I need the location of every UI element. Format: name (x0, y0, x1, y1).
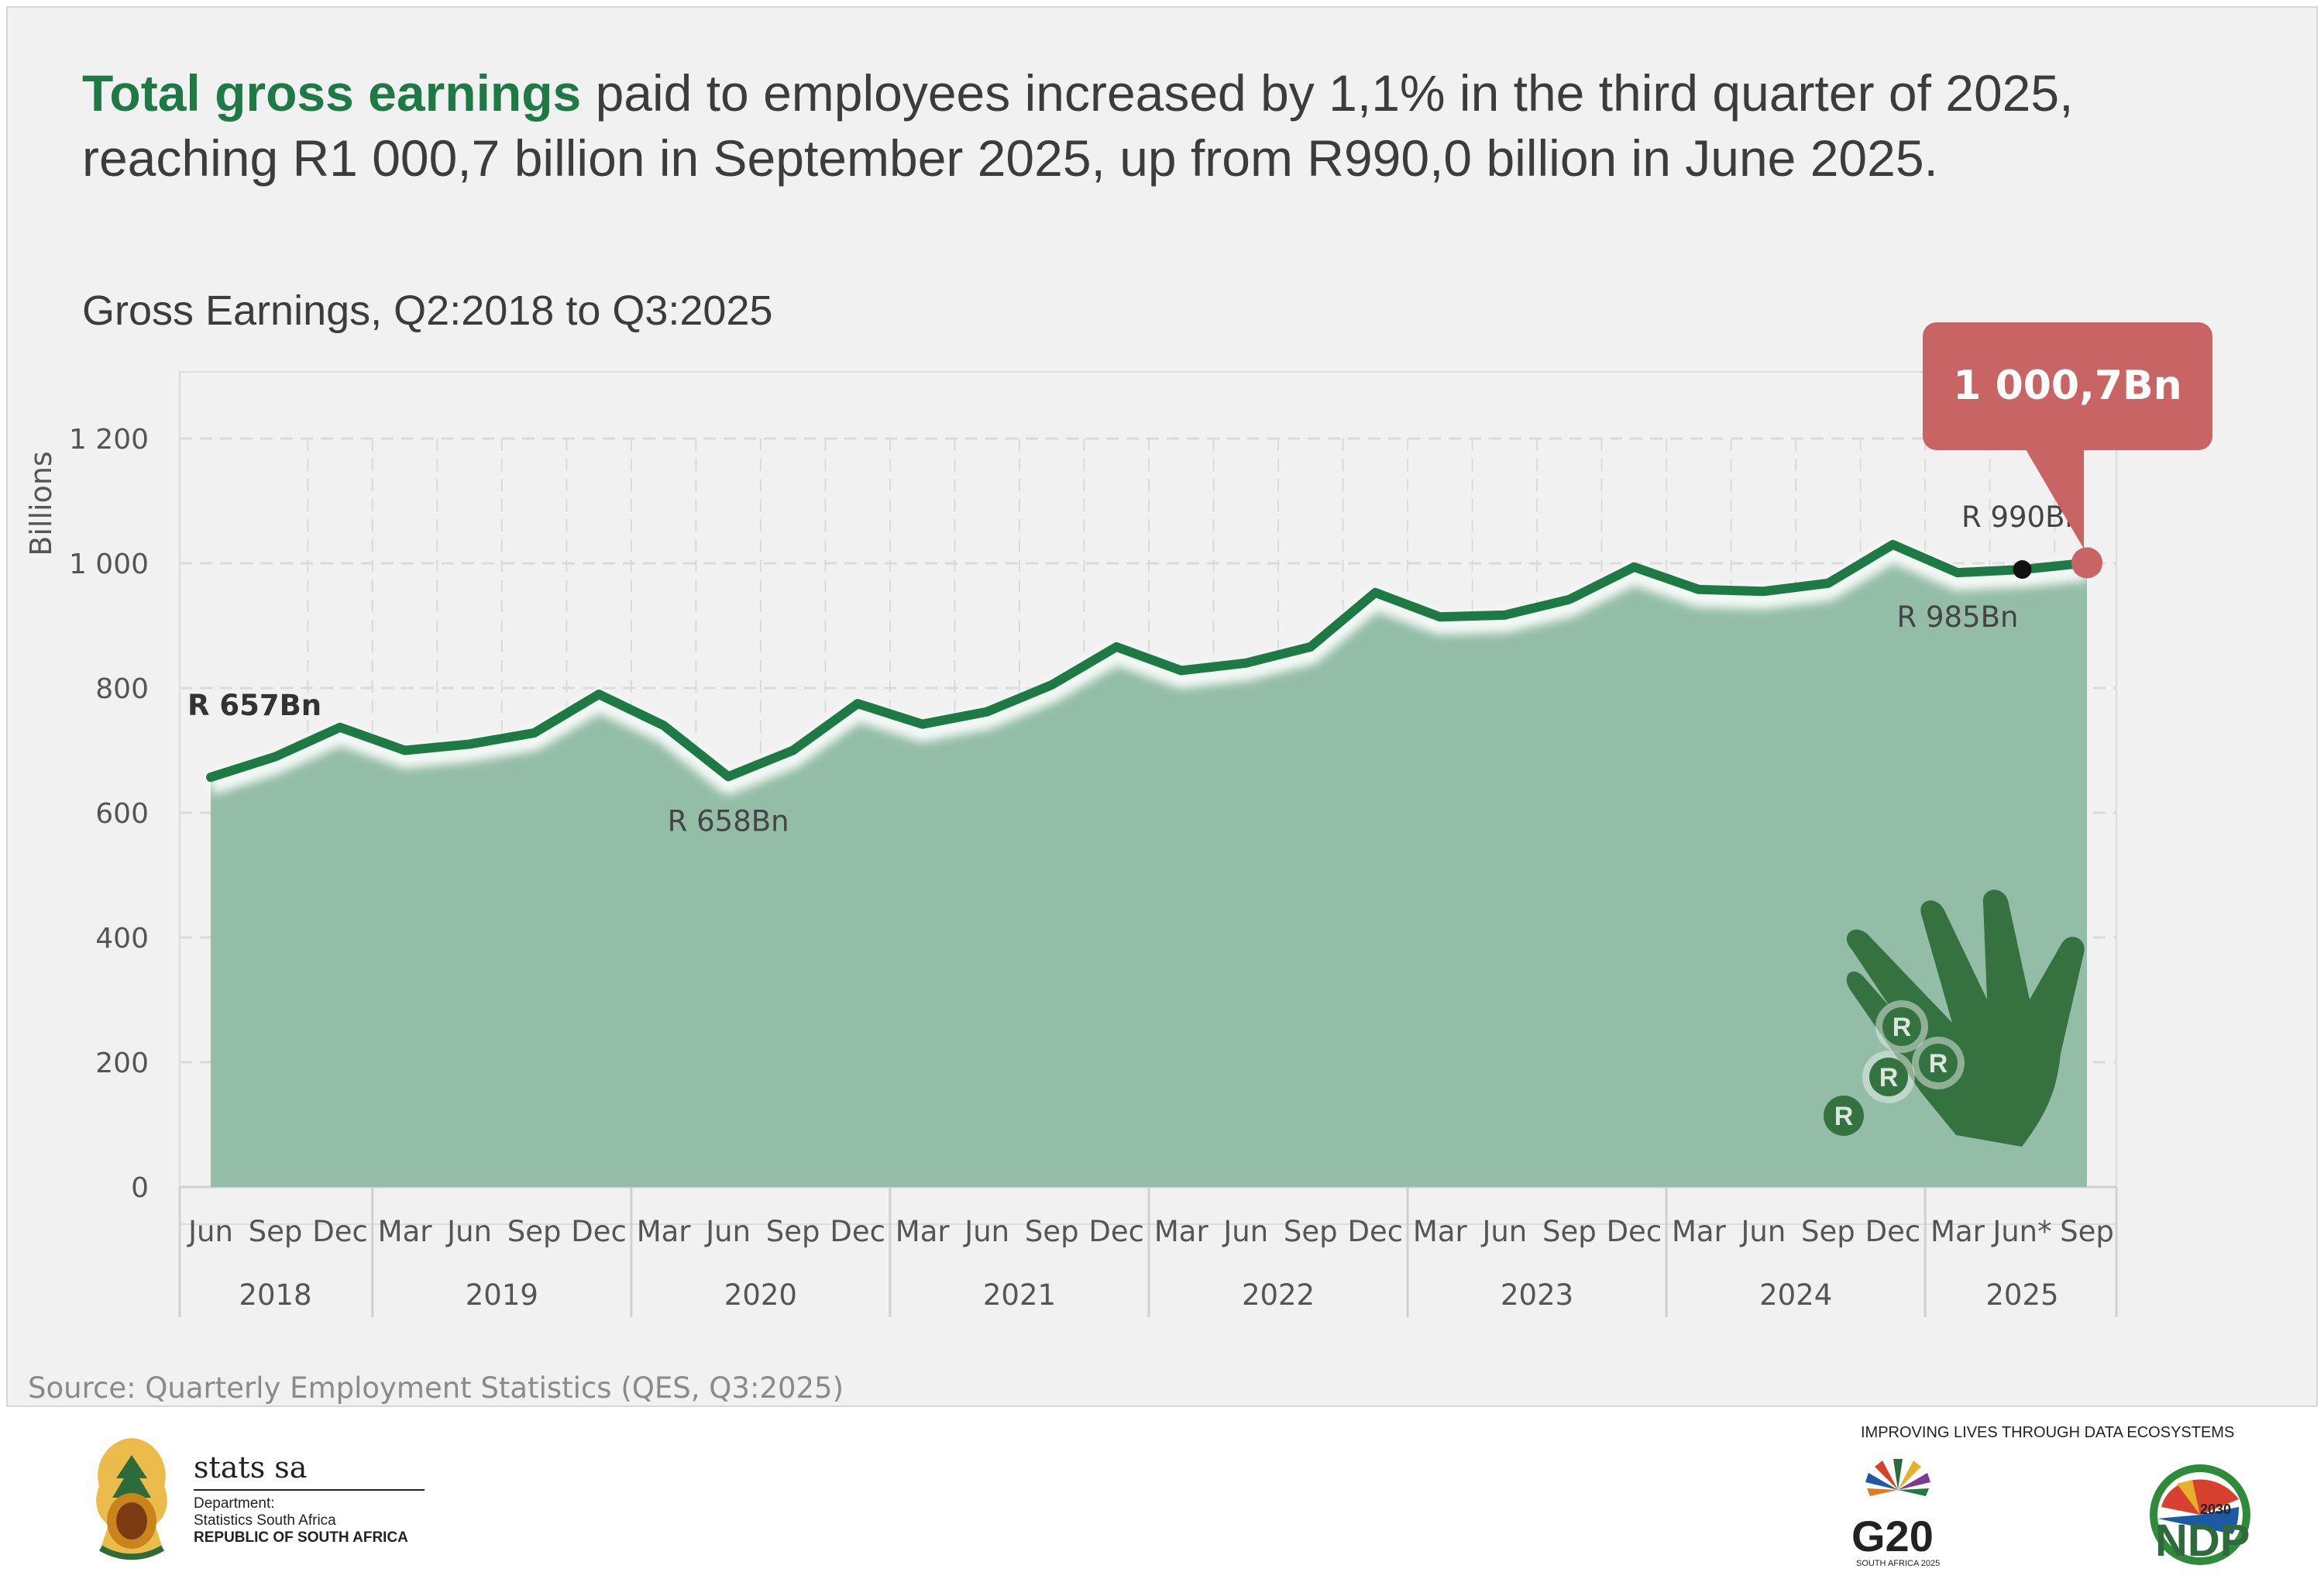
x-year-label: 2022 (1242, 1278, 1315, 1312)
headline-text: paid to employees increased by 1,1% in t… (82, 64, 2074, 187)
x-tick-label: Dec (830, 1215, 885, 1248)
x-tick-label: Mar (1930, 1215, 1985, 1248)
x-tick-label: Jun (1222, 1215, 1268, 1248)
x-tick-label: Sep (1284, 1215, 1338, 1248)
x-year-label: 2019 (466, 1278, 538, 1312)
svg-text:R: R (1893, 1013, 1912, 1042)
gross-earnings-chart: R R R R 0 200 400 600 800 1 000 1 200 Billions J… (24, 322, 2212, 1317)
x-tick-label: Jun (187, 1215, 233, 1248)
department-name: Statistics South Africa (194, 1512, 336, 1529)
x-tick-label: Dec (1607, 1215, 1662, 1248)
x-tick-label: Mar (1154, 1215, 1209, 1248)
y-tick-label: 0 (131, 1172, 149, 1204)
data-label: R 657Bn (187, 689, 321, 722)
x-year-label: 2021 (983, 1278, 1056, 1312)
svg-text:R: R (1834, 1102, 1854, 1131)
x-tick-label: Mar (378, 1215, 433, 1248)
x-tick-label: Mar (637, 1215, 692, 1248)
series-line (206, 539, 2092, 783)
ndp-year: 2030 (2200, 1502, 2232, 1517)
x-tick-label: Sep (2060, 1215, 2114, 1248)
slogan: IMPROVING LIVES THROUGH DATA ECOSYSTEMS (1861, 1424, 2235, 1441)
x-tick-label: Sep (507, 1215, 562, 1248)
ndp-text: NDP (2155, 1515, 2250, 1566)
data-label: R 658Bn (668, 804, 789, 838)
y-axis-label: Billions (24, 451, 58, 556)
x-tick-label: Dec (1088, 1215, 1144, 1248)
x-year-label: 2025 (1985, 1278, 2058, 1312)
x-tick-label: Jun (1480, 1215, 1527, 1248)
hand-money-icon: R R R R (1824, 889, 2085, 1147)
g20-text: G20 (1851, 1512, 1934, 1560)
svg-text:R: R (1879, 1063, 1899, 1092)
callout-marker (2071, 547, 2102, 579)
line-glow (208, 542, 2089, 795)
x-tick-label: Sep (1542, 1215, 1597, 1248)
republic-label: REPUBLIC OF SOUTH AFRICA (194, 1529, 408, 1546)
x-tick-label: Sep (1801, 1215, 1855, 1248)
headline-highlight: Total gross earnings (82, 64, 582, 122)
x-tick-label: Mar (896, 1215, 951, 1248)
x-tick-label: Dec (571, 1215, 627, 1248)
x-tick-label: Jun (1740, 1215, 1786, 1248)
x-year-label: 2020 (724, 1278, 797, 1312)
chart-subtitle: Gross Earnings, Q2:2018 to Q3:2025 (82, 287, 773, 334)
svg-text:R: R (1929, 1049, 1948, 1079)
x-tick-label: Jun (963, 1215, 1009, 1248)
x-tick-label: Sep (766, 1215, 820, 1248)
g20-logo (1865, 1459, 1930, 1496)
x-tick-label: Dec (1348, 1215, 1404, 1248)
x-tick-label: Sep (1025, 1215, 1079, 1248)
coat-of-arms-logo (96, 1438, 167, 1560)
callout-pointer (2023, 446, 2084, 549)
y-tick-label: 1 200 (69, 424, 149, 456)
area-fill (211, 544, 2087, 1187)
x-tick-label: Mar (1672, 1215, 1727, 1248)
x-tick-label: Jun (704, 1215, 751, 1248)
x-tick-label: Jun (445, 1215, 492, 1248)
callout-label: 1 000,7Bn (1953, 363, 2181, 409)
y-tick-label: 400 (95, 923, 149, 955)
jun-marker (2013, 560, 2032, 580)
y-tick-label: 800 (95, 673, 149, 705)
department-label: Department: (194, 1495, 275, 1512)
headline: Total gross earnings paid to employees i… (82, 60, 2220, 191)
brand-name: stats sa (194, 1450, 308, 1485)
x-year-label: 2024 (1759, 1278, 1832, 1312)
y-tick-label: 1 000 (69, 549, 149, 580)
y-tick-label: 200 (95, 1048, 149, 1079)
x-year-label: 2023 (1501, 1278, 1573, 1312)
x-tick-label: Mar (1413, 1215, 1468, 1248)
x-tick-label: Dec (312, 1215, 368, 1248)
ndp-logo (2150, 1464, 2250, 1565)
x-tick-label: Sep (249, 1215, 303, 1248)
g20-subtext: SOUTH AFRICA 2025 (1856, 1559, 1941, 1568)
source-note: Source: Quarterly Employment Statistics … (28, 1371, 844, 1405)
x-tick-label: Dec (1865, 1215, 1921, 1248)
callout-box (1923, 322, 2212, 450)
data-label: R 985Bn (1896, 600, 2018, 634)
x-year-label: 2018 (239, 1278, 311, 1312)
brand-divider (194, 1489, 425, 1491)
x-tick-label: Jun* (1991, 1215, 2051, 1248)
y-tick-label: 600 (95, 798, 149, 830)
